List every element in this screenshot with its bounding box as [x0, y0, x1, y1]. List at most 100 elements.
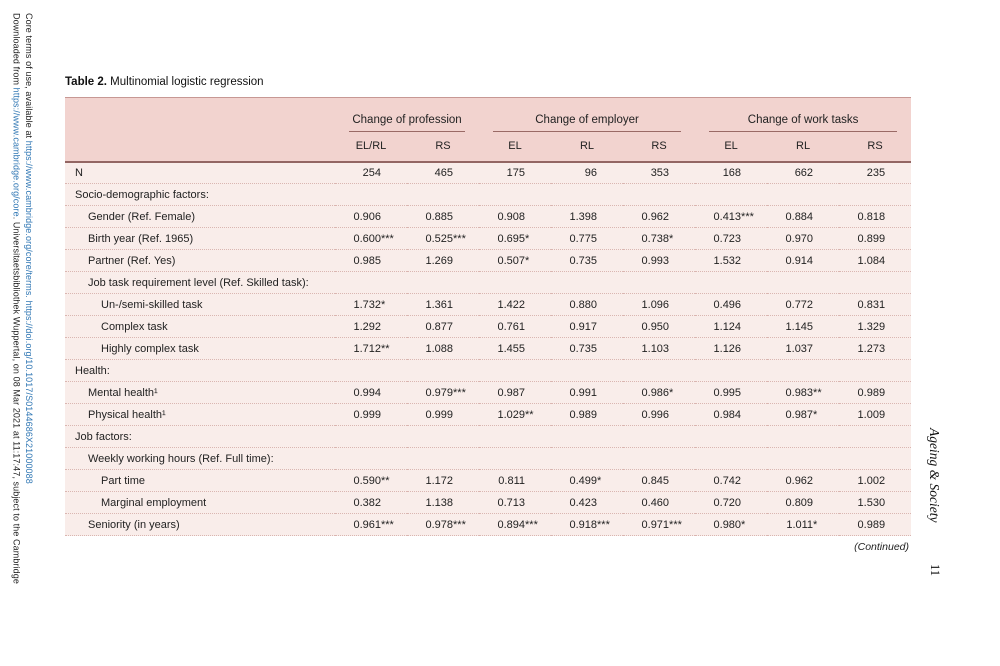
row-label: Job factors:: [65, 425, 912, 448]
cell-value: 0.987: [479, 381, 552, 404]
cambridge-core-link[interactable]: https://www.cambridge.org/core: [11, 87, 22, 217]
column-header: EL: [479, 131, 552, 163]
cell-value: 0.507*: [479, 249, 552, 272]
cell-value: 0.986*: [623, 381, 696, 404]
row-label: Job task requirement level (Ref. Skilled…: [65, 271, 912, 294]
cell-value: 0.382: [335, 491, 407, 514]
cell-value: 0.818: [839, 205, 912, 228]
cell-value: 0.906: [335, 205, 407, 228]
cell-value: 1.732*: [335, 293, 407, 316]
column-header: EL: [695, 131, 768, 163]
table-row: Health:: [65, 359, 912, 382]
column-header: RL: [551, 131, 624, 163]
cell-value: 1.088: [407, 337, 480, 360]
download-notice-suffix: . Universitaetsbibliothek Wuppertal, on …: [11, 216, 22, 584]
cell-value: 175: [479, 161, 552, 184]
cell-value: 0.831: [839, 293, 912, 316]
cell-value: 0.894***: [479, 513, 552, 536]
cell-value: 1.124: [695, 315, 768, 338]
cell-value: 168: [695, 161, 768, 184]
cell-value: 1.002: [839, 469, 912, 492]
row-label: Birth year (Ref. 1965): [65, 227, 335, 250]
cell-value: 1.145: [767, 315, 840, 338]
row-label: Partner (Ref. Yes): [65, 249, 335, 272]
cell-value: 0.962: [767, 469, 840, 492]
cell-value: 1.011*: [767, 513, 840, 536]
cell-value: 1.530: [839, 491, 912, 514]
cell-value: 0.971***: [623, 513, 696, 536]
group-change-of-work-tasks: Change of work tasks: [695, 97, 912, 132]
cell-value: 235: [839, 161, 912, 184]
cell-value: 0.738*: [623, 227, 696, 250]
subheader-row: EL/RL RS EL RL RS EL RL RS: [65, 131, 912, 163]
cell-value: 0.772: [767, 293, 840, 316]
group-change-of-employer: Change of employer: [479, 97, 696, 132]
cell-value: 0.496: [695, 293, 768, 316]
table-row: Weekly working hours (Ref. Full time):: [65, 447, 912, 470]
cell-value: 1.329: [839, 315, 912, 338]
terms-doi-link[interactable]: https://www.cambridge.org/core/terms. ht…: [24, 140, 34, 484]
cell-value: 1.292: [335, 315, 407, 338]
cell-value: 0.917: [551, 315, 624, 338]
cell-value: 0.908: [479, 205, 552, 228]
cell-value: 96: [551, 161, 624, 184]
cell-value: 0.761: [479, 315, 552, 338]
core-terms-text: Core terms of use, available at: [24, 13, 34, 141]
table-title: Table 2. Multinomial logistic regression: [65, 76, 911, 88]
row-label: Health:: [65, 359, 912, 382]
table-row: Partner (Ref. Yes) 0.985 1.269 0.507* 0.735 0…: [65, 249, 912, 272]
cell-value: 0.499*: [551, 469, 624, 492]
cell-value: 0.877: [407, 315, 480, 338]
cell-value: 1.269: [407, 249, 480, 272]
empty-corner-cell: [65, 97, 335, 132]
table-row: Birth year (Ref. 1965) 0.600*** 0.525*** 0.…: [65, 227, 912, 250]
table-caption: Multinomial logistic regression: [110, 76, 264, 88]
cell-value: 0.962: [623, 205, 696, 228]
table-row: Mental health¹ 0.994 0.979*** 0.987 0.991 0.9…: [65, 381, 912, 404]
cell-value: 1.361: [407, 293, 480, 316]
cell-value: 1.712**: [335, 337, 407, 360]
table-row: Job factors:: [65, 425, 912, 448]
group-header-row: Change of profession Change of employer …: [65, 97, 912, 132]
row-label: Part time: [65, 469, 335, 492]
cell-value: 0.413***: [695, 205, 768, 228]
cell-value: 0.775: [551, 227, 624, 250]
cell-value: 0.713: [479, 491, 552, 514]
cell-value: 353: [623, 161, 696, 184]
cell-value: 0.995: [695, 381, 768, 404]
row-label: Socio-demographic factors:: [65, 183, 912, 206]
empty-corner-cell: [65, 131, 335, 163]
cell-value: 0.590**: [335, 469, 407, 492]
row-label: Weekly working hours (Ref. Full time):: [65, 447, 912, 470]
cell-value: 662: [767, 161, 840, 184]
cell-value: 0.983**: [767, 381, 840, 404]
cell-value: 1.029**: [479, 403, 552, 426]
cell-value: 0.735: [551, 249, 624, 272]
cell-value: 0.880: [551, 293, 624, 316]
cell-value: 0.994: [335, 381, 407, 404]
cell-value: 0.809: [767, 491, 840, 514]
cell-value: 0.991: [551, 381, 624, 404]
table-number-label: Table 2.: [65, 76, 107, 88]
row-label: Mental health¹: [65, 381, 335, 404]
cell-value: 0.970: [767, 227, 840, 250]
table-row: Un-/semi-skilled task 1.732* 1.361 1.422 0.8…: [65, 293, 912, 316]
cell-value: 0.695*: [479, 227, 552, 250]
row-label: Highly complex task: [65, 337, 335, 360]
cell-value: 0.600***: [335, 227, 407, 250]
cell-value: 1.422: [479, 293, 552, 316]
cell-value: 1.084: [839, 249, 912, 272]
cell-value: 0.720: [695, 491, 768, 514]
cell-value: 1.096: [623, 293, 696, 316]
cell-value: 0.985: [335, 249, 407, 272]
cell-value: 1.455: [479, 337, 552, 360]
table-row: Gender (Ref. Female) 0.906 0.885 0.908 1.398…: [65, 205, 912, 228]
cell-value: 0.460: [623, 491, 696, 514]
cell-value: 0.735: [551, 337, 624, 360]
continued-note: (Continued): [854, 541, 909, 553]
row-label: Complex task: [65, 315, 335, 338]
cell-value: 1.172: [407, 469, 480, 492]
column-header: RS: [407, 131, 480, 163]
table-row: Marginal employment 0.382 1.138 0.713 0.423 0…: [65, 491, 912, 514]
table-row: Physical health¹ 0.999 0.999 1.029** 0.989 0.…: [65, 403, 912, 426]
